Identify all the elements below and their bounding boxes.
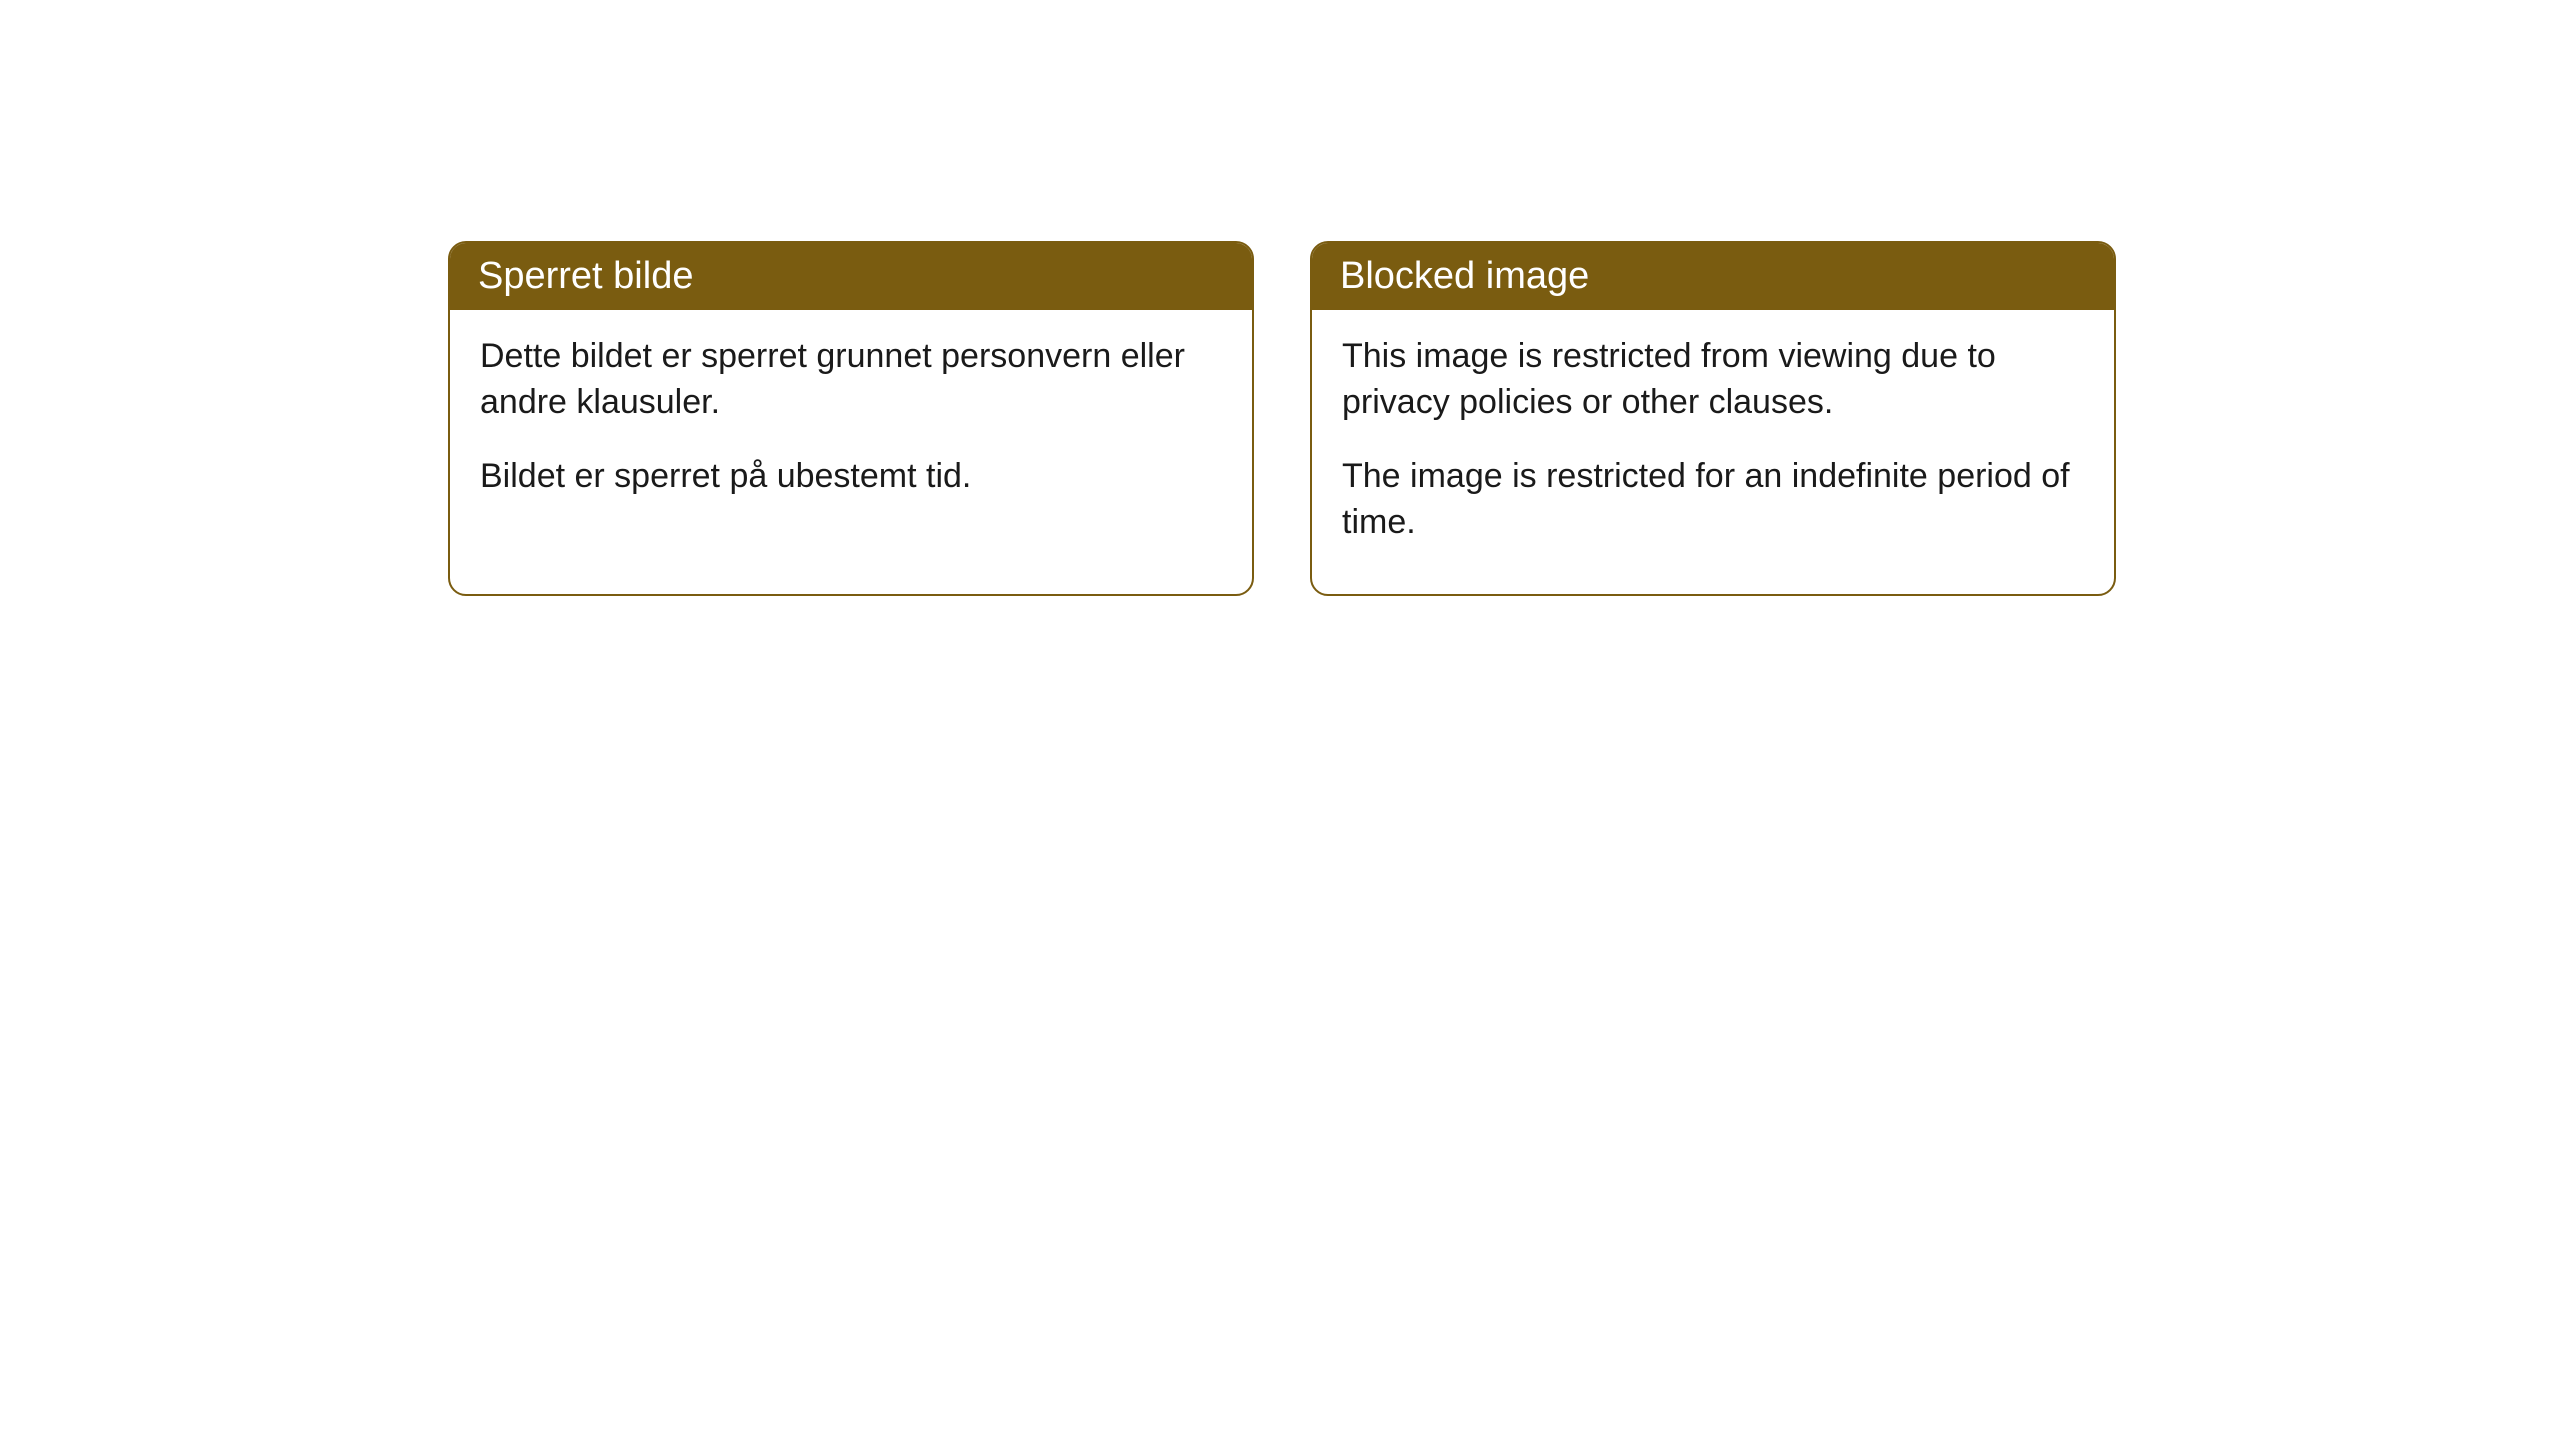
card-title-en: Blocked image — [1340, 255, 1589, 297]
card-paragraph-2-en: The image is restricted for an indefinit… — [1342, 454, 2084, 546]
card-paragraph-1-en: This image is restricted from viewing du… — [1342, 334, 2084, 426]
card-paragraph-2-no: Bildet er sperret på ubestemt tid. — [480, 454, 1222, 500]
card-body-en: This image is restricted from viewing du… — [1312, 310, 2114, 594]
card-paragraph-1-no: Dette bildet er sperret grunnet personve… — [480, 334, 1222, 426]
cards-container: Sperret bilde Dette bildet er sperret gr… — [448, 241, 2116, 596]
blocked-image-card-en: Blocked image This image is restricted f… — [1310, 241, 2116, 596]
card-header-en: Blocked image — [1312, 243, 2114, 310]
card-title-no: Sperret bilde — [478, 255, 693, 297]
card-header-no: Sperret bilde — [450, 243, 1252, 310]
card-body-no: Dette bildet er sperret grunnet personve… — [450, 310, 1252, 548]
blocked-image-card-no: Sperret bilde Dette bildet er sperret gr… — [448, 241, 1254, 596]
